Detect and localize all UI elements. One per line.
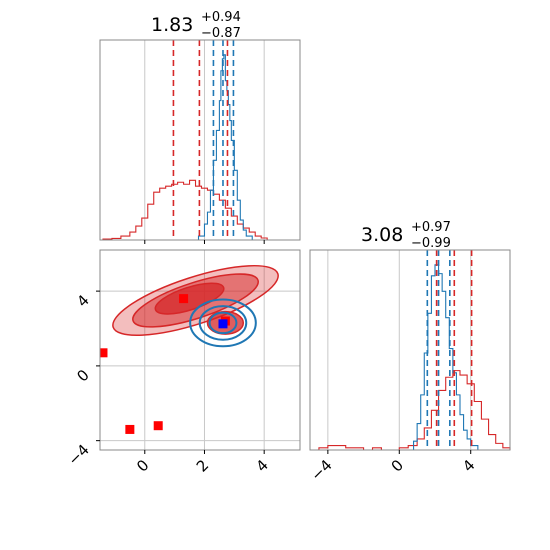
panel-3-tick-label: −4 bbox=[307, 456, 335, 484]
panel-2-tick-label: 4 bbox=[253, 456, 272, 475]
panel-2-red-point bbox=[125, 424, 135, 434]
panel-3-title-minus: −0.99 bbox=[411, 236, 451, 251]
panel-2-red-point bbox=[179, 294, 189, 304]
panel-2-contour: 0 2 4 −4 0 4 bbox=[64, 249, 301, 476]
panel-2-red-point bbox=[100, 348, 108, 358]
panel-2-tick-label: 4 bbox=[73, 291, 92, 310]
panel-2-red-point bbox=[153, 421, 163, 431]
panel-1-histogram bbox=[99, 39, 301, 244]
panel-3-tick-label: 4 bbox=[459, 456, 478, 475]
panel-3-tick-label: 0 bbox=[388, 456, 407, 475]
panel-2-blue-contour-3 bbox=[208, 311, 238, 335]
panel-1-title-median: 1.83 bbox=[151, 14, 193, 36]
panel-2-plot-area bbox=[100, 250, 300, 450]
panel-2-tick-label: 0 bbox=[133, 456, 152, 475]
panel-1-series-2-histogram bbox=[192, 54, 259, 241]
panel-2-blue-contour-1 bbox=[189, 298, 257, 348]
panel-2-red-contour-3 bbox=[154, 282, 225, 315]
panel-3-series-2-histogram bbox=[406, 264, 485, 451]
panel-3-title-median: 3.08 bbox=[361, 224, 403, 246]
panel-1-title-minus: −0.87 bbox=[201, 26, 241, 41]
panel-2-tick-label: 2 bbox=[193, 456, 212, 475]
panel-1-frame bbox=[99, 39, 301, 241]
panel-1-title-plus: +0.94 bbox=[201, 10, 241, 25]
panel-2-tick-label: 0 bbox=[73, 366, 92, 385]
panel-3-title-plus: +0.97 bbox=[411, 220, 451, 235]
panel-2-blue-contour-2 bbox=[198, 305, 248, 341]
panel-3-series-1-histogram bbox=[310, 370, 511, 451]
panel-2-tick-label: −4 bbox=[64, 441, 92, 469]
panel-1-series-1-histogram bbox=[102, 179, 274, 241]
panel-2-blue-point bbox=[218, 319, 228, 329]
panel-2-frame bbox=[99, 249, 301, 451]
panel-3-histogram: −4 0 4 bbox=[307, 249, 511, 484]
panel-3-frame bbox=[309, 249, 511, 451]
